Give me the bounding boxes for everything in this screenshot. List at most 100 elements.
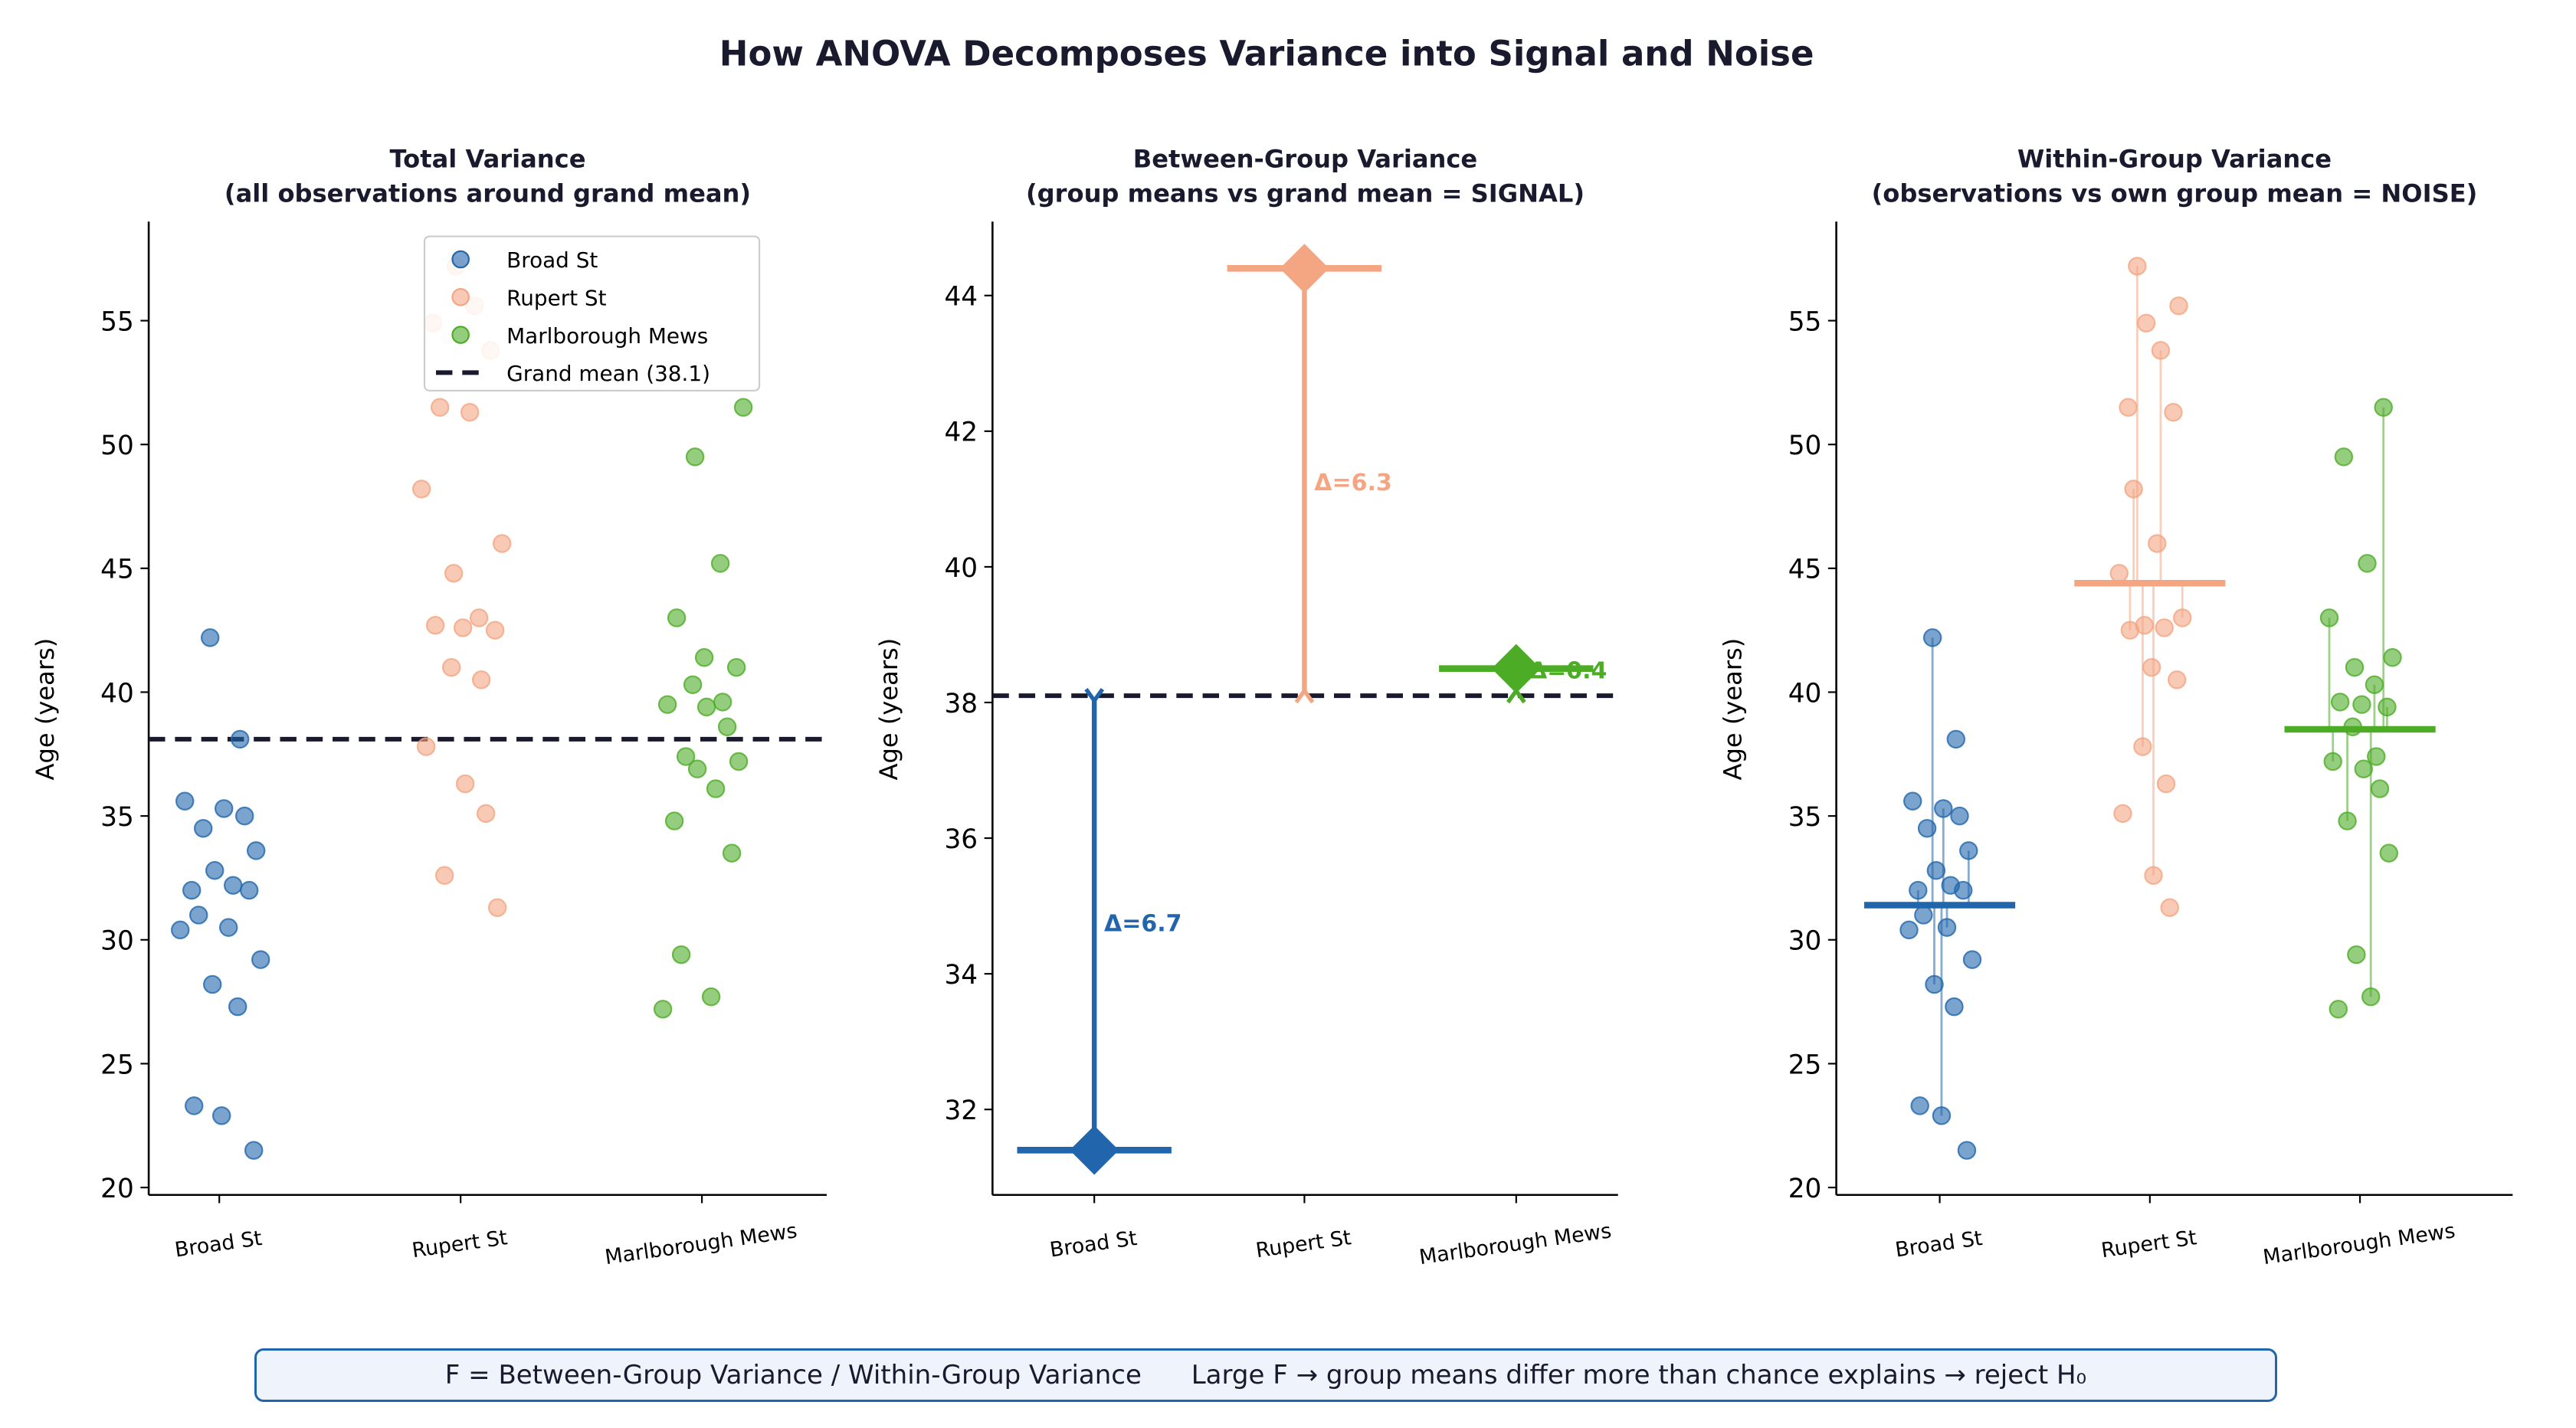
f-statistic-explanation-box: F = Between-Group Variance / Within-Grou… <box>254 1348 2277 1402</box>
data-point <box>2113 804 2132 824</box>
data-point <box>2133 737 2152 756</box>
data-point <box>1946 729 1966 749</box>
data-point <box>717 717 737 736</box>
data-point <box>246 841 266 860</box>
data-point <box>2378 697 2397 717</box>
data-point <box>1959 841 1978 860</box>
x-tick-label: Broad St <box>173 1227 264 1263</box>
data-point <box>492 534 512 553</box>
y-axis-label: Age (years) <box>1718 638 1747 781</box>
delta-label: Δ=6.7 <box>1104 910 1181 937</box>
panel-subtitle: (all observations around grand mean) <box>224 179 751 208</box>
data-point <box>251 950 270 969</box>
data-point <box>2329 1000 2348 1019</box>
x-tick-label: Rupert St <box>411 1226 509 1263</box>
y-tick-label: 40 <box>100 678 134 709</box>
data-point <box>2128 257 2147 276</box>
data-point <box>2323 752 2342 771</box>
data-point <box>1937 918 1957 937</box>
data-point <box>1962 950 1982 969</box>
data-point <box>664 811 684 830</box>
data-point <box>2155 618 2174 637</box>
y-tick-label: 25 <box>100 1050 134 1080</box>
data-point <box>244 1141 264 1160</box>
y-tick-label: 45 <box>1788 555 1822 585</box>
data-point <box>1914 906 1933 925</box>
data-point <box>444 564 464 583</box>
panel-within: Within-Group Variance (observations vs ow… <box>1718 145 2513 1269</box>
data-point <box>733 398 753 417</box>
legend-marker <box>451 288 470 306</box>
data-point <box>722 843 742 863</box>
data-point <box>189 906 208 925</box>
data-point <box>476 804 496 824</box>
panel-subtitle: (observations vs own group mean = NOISE) <box>1872 179 2478 208</box>
y-tick-label: 50 <box>1788 431 1822 461</box>
data-point <box>441 657 461 677</box>
y-tick-label: 32 <box>944 1096 978 1126</box>
data-point <box>729 752 749 771</box>
data-point <box>685 447 705 467</box>
data-point <box>2120 621 2140 640</box>
data-point <box>2345 657 2365 677</box>
data-point <box>215 799 234 818</box>
y-tick-label: 20 <box>1788 1174 1822 1204</box>
panel-title: Total Variance <box>390 145 586 174</box>
legend: Broad St Rupert St Marlborough Mews Grand m… <box>423 235 761 391</box>
data-point <box>2164 402 2183 422</box>
panel-total: Total Variance (all observations around g… <box>31 145 827 1269</box>
data-point <box>726 657 746 677</box>
data-point <box>2169 296 2188 316</box>
data-point <box>185 1096 204 1115</box>
legend-marker <box>451 250 470 269</box>
data-point <box>223 876 243 895</box>
x-tick-label: Marlborough Mews <box>604 1219 799 1269</box>
data-point <box>485 621 505 640</box>
data-point <box>2160 898 2179 917</box>
x-tick-label: Rupert St <box>1254 1226 1352 1263</box>
data-point <box>411 480 431 499</box>
data-point <box>175 791 195 811</box>
data-point <box>1950 806 1969 826</box>
y-tick-label: 55 <box>100 306 134 337</box>
data-point <box>2330 693 2350 712</box>
data-point <box>1903 791 1922 811</box>
data-point <box>434 866 454 885</box>
data-point <box>171 920 190 940</box>
legend-label: Broad St <box>506 247 598 273</box>
group-mean-diamond <box>1491 644 1541 693</box>
y-tick-label: 55 <box>1788 306 1822 337</box>
data-point <box>2361 987 2381 1007</box>
x-tick-label: Rupert St <box>2099 1226 2197 1263</box>
data-point <box>205 861 224 880</box>
x-tick-label: Marlborough Mews <box>2262 1219 2457 1269</box>
y-tick-label: 50 <box>100 431 134 461</box>
data-point <box>671 945 691 965</box>
y-tick-label: 44 <box>944 282 978 313</box>
panel-title: Between-Group Variance <box>1133 145 1477 174</box>
y-tick-label: 38 <box>944 689 978 719</box>
data-point <box>2148 534 2167 553</box>
data-point <box>710 554 730 573</box>
group-mean-diamond <box>1280 244 1329 293</box>
data-point <box>194 819 213 838</box>
data-point <box>2144 866 2163 885</box>
data-point <box>234 806 254 826</box>
data-point <box>2334 447 2354 467</box>
data-point <box>2167 670 2187 689</box>
y-tick-label: 40 <box>1788 678 1822 709</box>
data-point <box>2109 564 2129 583</box>
data-point <box>1910 1096 1929 1115</box>
data-point <box>1925 974 1944 994</box>
legend-frame <box>423 235 761 391</box>
y-tick-label: 34 <box>944 960 978 991</box>
data-point <box>471 670 491 689</box>
data-point <box>1954 880 1973 900</box>
data-point <box>460 402 480 422</box>
arrow-head <box>1084 687 1105 705</box>
arrow-head <box>1294 687 1315 704</box>
data-point <box>469 608 489 627</box>
legend-marker <box>451 326 470 344</box>
panel-subtitle: (group means vs grand mean = SIGNAL) <box>1026 179 1585 208</box>
delta-label: Δ=0.4 <box>1529 658 1607 685</box>
